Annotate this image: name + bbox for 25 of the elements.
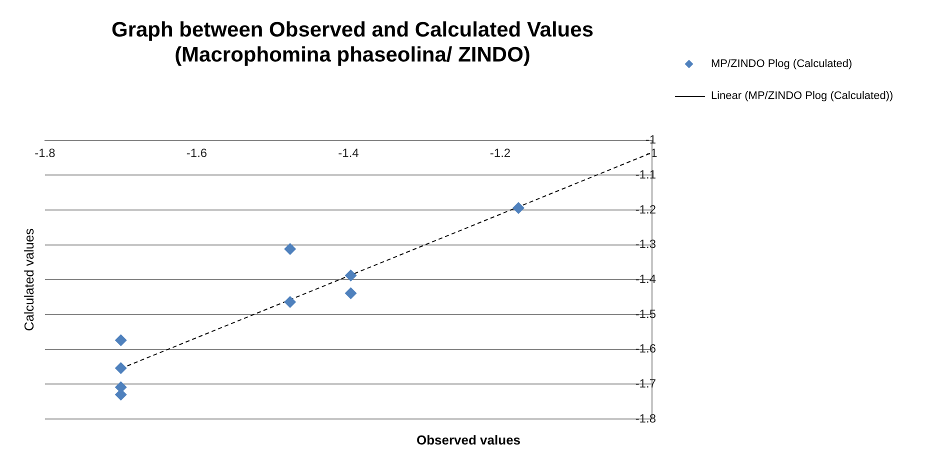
y-tick-label: -1.8 xyxy=(635,411,656,426)
y-tick-label: -1.4 xyxy=(635,272,656,286)
y-tick-label: -1.6 xyxy=(635,342,656,356)
point xyxy=(344,287,357,300)
legend-label: MP/ZINDO Plog (Calculated) xyxy=(711,58,852,70)
x-tick-label: -1.6 xyxy=(186,146,208,160)
point xyxy=(284,296,296,308)
chart-title: Graph between Observed and Calculated Values (Macrophomina phaseolina/ ZINDO) xyxy=(112,18,594,67)
point xyxy=(114,334,127,346)
x-axis-title: Observed values xyxy=(416,432,521,448)
y-axis-title: Calculated values xyxy=(22,228,37,332)
y-tick-label: -1.3 xyxy=(635,237,656,252)
y-tick-label: -1.2 xyxy=(635,202,656,216)
y-tick-label: -1.1 xyxy=(635,168,656,182)
y-tick-label: -1 xyxy=(645,132,656,147)
x-tick-label: -1.4 xyxy=(338,146,360,160)
point xyxy=(344,270,357,282)
point xyxy=(284,243,296,256)
y-tick-label: -1.5 xyxy=(635,306,656,321)
x-tick-label: -1.8 xyxy=(34,146,56,160)
point xyxy=(512,202,524,214)
point xyxy=(114,362,127,374)
x-tick-label: -1.2 xyxy=(490,146,511,160)
legend-label: Linear (MP/ZINDO Plog (Calculated)) xyxy=(711,90,894,102)
y-tick-label: -1.7 xyxy=(635,376,656,390)
